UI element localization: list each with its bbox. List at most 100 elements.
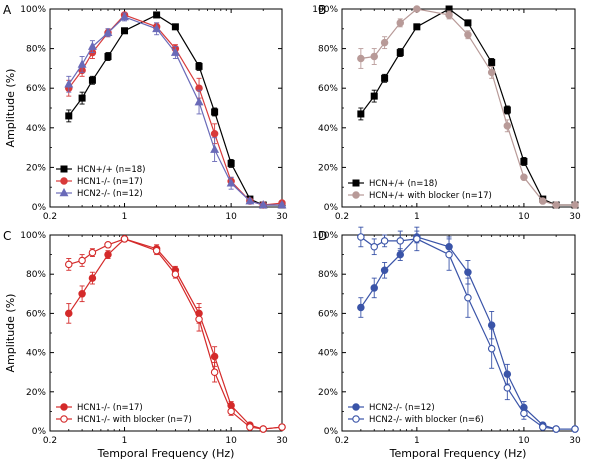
data-point	[246, 423, 254, 431]
data-point	[539, 423, 547, 431]
series-2	[357, 5, 579, 209]
data-point	[539, 197, 547, 205]
data-point	[413, 5, 421, 13]
panel-letter: D	[318, 229, 327, 243]
data-point	[380, 38, 389, 47]
data-point	[153, 11, 161, 19]
y-tick-label: 80%	[318, 270, 338, 280]
data-point	[487, 344, 496, 353]
legend-label: HCN+/+ (n=18)	[77, 165, 145, 175]
x-tick-label: 0.2	[335, 436, 349, 446]
data-point	[152, 23, 162, 33]
legend-marker	[60, 177, 68, 185]
legend-marker	[59, 187, 69, 197]
data-point	[259, 425, 267, 433]
data-point	[464, 30, 472, 39]
plot-frame	[341, 234, 576, 432]
data-point	[396, 19, 405, 27]
data-point	[65, 112, 73, 120]
x-tick-label: 1	[414, 212, 420, 222]
data-point	[520, 173, 528, 182]
legend: HCN2-/- (n=12) HCN2-/- with blocker (n=6)	[348, 403, 484, 425]
legend: HCN+/+ (n=18) HCN+/+ with blocker (n=17)	[348, 179, 492, 201]
x-tick-label: 1	[122, 436, 128, 446]
data-point	[380, 266, 389, 275]
data-point	[104, 53, 112, 61]
data-point	[120, 235, 129, 243]
data-point	[88, 76, 96, 84]
data-point	[445, 250, 453, 259]
panel-a: A 0% 20% 40% 60% 80% 100% 0.2 1 10 30 HCN+/+ (n=18)…	[3, 3, 288, 222]
data-point	[88, 248, 97, 257]
y-tick-label: 0%	[32, 203, 47, 213]
data-point	[103, 27, 113, 37]
data-point	[88, 274, 97, 282]
data-point	[396, 49, 404, 57]
data-point	[357, 233, 365, 241]
y-axis-title: Amplitude (%)	[4, 294, 17, 373]
data-point	[488, 58, 496, 66]
data-point	[194, 96, 204, 106]
data-point	[357, 110, 365, 118]
panel-c: C 0% 20% 40% 60% 80% 100% 0.2 1 10 30 HCN1-/- (n=17…	[3, 229, 288, 446]
legend-label: HCN2-/- with blocker (n=6)	[369, 415, 484, 425]
data-point	[152, 246, 161, 255]
legend-label: HCN+/+ with blocker (n=17)	[369, 191, 492, 201]
x-tick-label: 30	[276, 436, 288, 446]
y-tick-label: 20%	[26, 163, 46, 173]
data-point	[65, 309, 73, 318]
legend-label: HCN1-/- (n=17)	[77, 177, 143, 187]
y-tick-label: 80%	[26, 270, 46, 280]
data-point	[464, 268, 472, 276]
data-point	[227, 159, 235, 167]
x-tick-label: 10	[225, 436, 237, 446]
data-point	[211, 108, 219, 116]
data-point	[381, 74, 389, 82]
y-tick-label: 0%	[324, 203, 339, 213]
data-point	[503, 106, 511, 114]
data-point	[210, 129, 219, 138]
data-point	[171, 270, 180, 278]
data-point	[245, 195, 255, 205]
data-point	[380, 237, 389, 245]
data-point	[464, 293, 472, 302]
data-point	[445, 11, 453, 19]
data-point	[396, 237, 405, 245]
x-tick-label: 0.2	[43, 436, 57, 446]
data-point	[357, 54, 365, 63]
legend-marker	[352, 415, 360, 423]
y-tick-label: 0%	[324, 427, 339, 437]
y-tick-label: 40%	[318, 124, 338, 134]
data-point	[195, 315, 203, 324]
y-tick-label: 80%	[318, 45, 338, 55]
data-point	[552, 425, 560, 433]
data-point	[65, 260, 73, 269]
data-point	[487, 321, 496, 329]
data-point	[77, 59, 87, 68]
y-tick-label: 40%	[26, 124, 46, 134]
y-tick-label: 60%	[318, 84, 338, 94]
x-tick-label: 1	[122, 212, 128, 222]
data-point	[520, 157, 528, 165]
y-tick-label: 20%	[318, 388, 338, 398]
data-point	[413, 23, 421, 31]
data-point	[370, 92, 378, 100]
y-tick-label: 60%	[26, 309, 46, 319]
y-tick-label: 40%	[318, 349, 338, 359]
data-point	[210, 368, 219, 376]
y-tick-label: 40%	[26, 349, 46, 359]
y-tick-label: 80%	[26, 45, 46, 55]
x-tick-label: 30	[276, 212, 288, 222]
legend-label: HCN1-/- with blocker (n=7)	[77, 415, 192, 425]
data-point	[87, 41, 97, 50]
series-3	[64, 11, 287, 209]
data-point	[370, 243, 378, 251]
legend-marker	[352, 403, 360, 411]
data-point	[121, 27, 129, 35]
x-tick-label: 1	[414, 436, 420, 446]
panel-letter: A	[3, 3, 12, 17]
x-tick-label: 10	[225, 212, 237, 222]
panel-letter: C	[3, 229, 11, 243]
data-point	[171, 23, 179, 31]
data-point	[78, 94, 86, 102]
